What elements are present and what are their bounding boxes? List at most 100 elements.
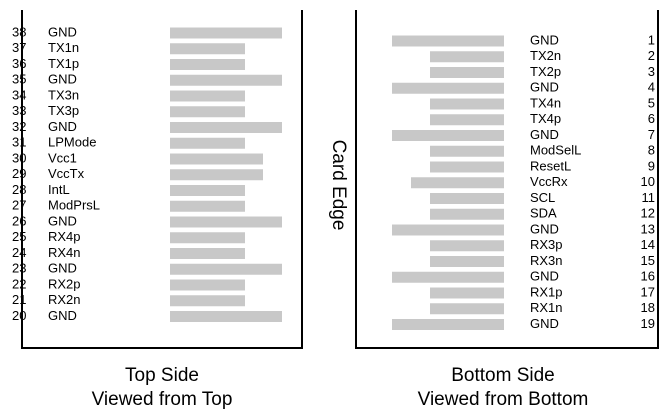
- pin-number: 37: [12, 40, 26, 55]
- pin-name: GND: [48, 24, 77, 39]
- pin-name: RX3p: [530, 237, 563, 252]
- pin-number: 1: [648, 32, 655, 47]
- pin-name: RX4n: [48, 245, 81, 260]
- contact-pad: [392, 319, 504, 330]
- pin-name: RX1n: [530, 300, 563, 315]
- pin-name: RX2n: [48, 292, 81, 307]
- contact-pad: [392, 271, 504, 283]
- pin-number: 30: [12, 150, 26, 165]
- pin-number: 28: [12, 182, 26, 197]
- pin-number: 13: [641, 221, 655, 236]
- contact-pad: [170, 27, 282, 39]
- contact-pad: [170, 106, 245, 118]
- contact-pad: [170, 59, 245, 70]
- pin-number: 32: [12, 119, 26, 134]
- pin-name: GND: [48, 72, 77, 87]
- pin-name: TX1n: [48, 40, 79, 55]
- pin-number: 29: [12, 166, 26, 181]
- contact-pad: [430, 303, 504, 315]
- contact-pad: [170, 232, 245, 244]
- pin-number: 10: [641, 174, 655, 189]
- pin-name: RX2p: [48, 276, 81, 291]
- pin-number: 25: [12, 229, 26, 244]
- pin-name: LPMode: [48, 135, 96, 150]
- pin-name: GND: [530, 32, 559, 47]
- pin-name: Vcc1: [48, 150, 77, 165]
- pin-number: 19: [641, 316, 655, 331]
- pin-number: 26: [12, 213, 26, 228]
- contact-pad: [170, 248, 245, 259]
- contact-pad: [170, 200, 245, 212]
- contact-pad: [430, 98, 504, 110]
- pin-name: SCL: [530, 190, 555, 205]
- pin-name: RX1p: [530, 284, 563, 299]
- pin-name: GND: [48, 308, 77, 323]
- pin-name: TX4p: [530, 111, 561, 126]
- pin-number: 27: [12, 198, 26, 213]
- pin-name: TX2p: [530, 64, 561, 79]
- pin-number: 14: [641, 237, 655, 252]
- contact-pad: [392, 35, 504, 47]
- contact-pad: [430, 67, 504, 78]
- pin-number: 31: [12, 135, 26, 150]
- pin-name: ResetL: [530, 158, 571, 173]
- pin-name: VccRx: [530, 174, 568, 189]
- contact-pad: [430, 287, 504, 299]
- contact-pad: [170, 263, 282, 275]
- pin-name: GND: [48, 119, 77, 134]
- pin-number: 4: [648, 80, 655, 95]
- bottom-side-frame: [355, 10, 659, 349]
- contact-pad: [392, 224, 504, 236]
- pin-name: TX2n: [530, 48, 561, 63]
- contact-pad: [430, 114, 504, 126]
- pin-name: GND: [530, 269, 559, 284]
- pin-number: 8: [648, 143, 655, 158]
- pin-name: ModSelL: [530, 143, 581, 158]
- pin-number: 5: [648, 95, 655, 110]
- pin-number: 2: [648, 48, 655, 63]
- contact-pad: [392, 82, 504, 94]
- pin-name: VccTx: [48, 166, 85, 181]
- contact-pad: [170, 43, 245, 55]
- pin-number: 17: [641, 284, 655, 299]
- contact-pad: [392, 130, 504, 141]
- pin-name: GND: [530, 127, 559, 142]
- contact-pad: [170, 169, 263, 181]
- pin-number: 9: [648, 158, 655, 173]
- pin-number: 33: [12, 103, 26, 118]
- pin-name: GND: [530, 316, 559, 331]
- contact-pad: [430, 240, 504, 252]
- pin-number: 34: [12, 87, 26, 102]
- contact-pad: [430, 51, 504, 63]
- pin-number: 7: [648, 127, 655, 142]
- pin-number: 3: [648, 64, 655, 79]
- pin-name: TX3n: [48, 87, 79, 102]
- contact-pad: [170, 216, 282, 228]
- pin-number: 35: [12, 72, 26, 87]
- contact-pad: [411, 177, 504, 189]
- pin-number: 18: [641, 300, 655, 315]
- contact-pad: [170, 122, 282, 133]
- contact-pad: [170, 137, 245, 149]
- contact-pad: [430, 256, 504, 267]
- pin-name: ModPrsL: [48, 198, 100, 213]
- top-side-label: Top Side: [125, 365, 199, 386]
- contact-pad: [430, 145, 504, 157]
- contact-pad: [170, 185, 245, 196]
- pin-name: RX3n: [530, 253, 563, 268]
- bottom-side-sublabel: Viewed from Bottom: [418, 389, 589, 410]
- pin-number: 38: [12, 24, 26, 39]
- pin-number: 20: [12, 308, 26, 323]
- contact-pad: [170, 311, 282, 322]
- pin-name: GND: [530, 80, 559, 95]
- pin-name: TX3p: [48, 103, 79, 118]
- pin-number: 23: [12, 261, 26, 276]
- pin-number: 22: [12, 276, 26, 291]
- top-side-frame: [21, 10, 303, 349]
- pin-name: TX1p: [48, 56, 79, 71]
- pin-number: 36: [12, 56, 26, 71]
- card-edge-label: Card Edge: [328, 140, 349, 231]
- contact-pad: [170, 90, 245, 102]
- pin-number: 15: [641, 253, 655, 268]
